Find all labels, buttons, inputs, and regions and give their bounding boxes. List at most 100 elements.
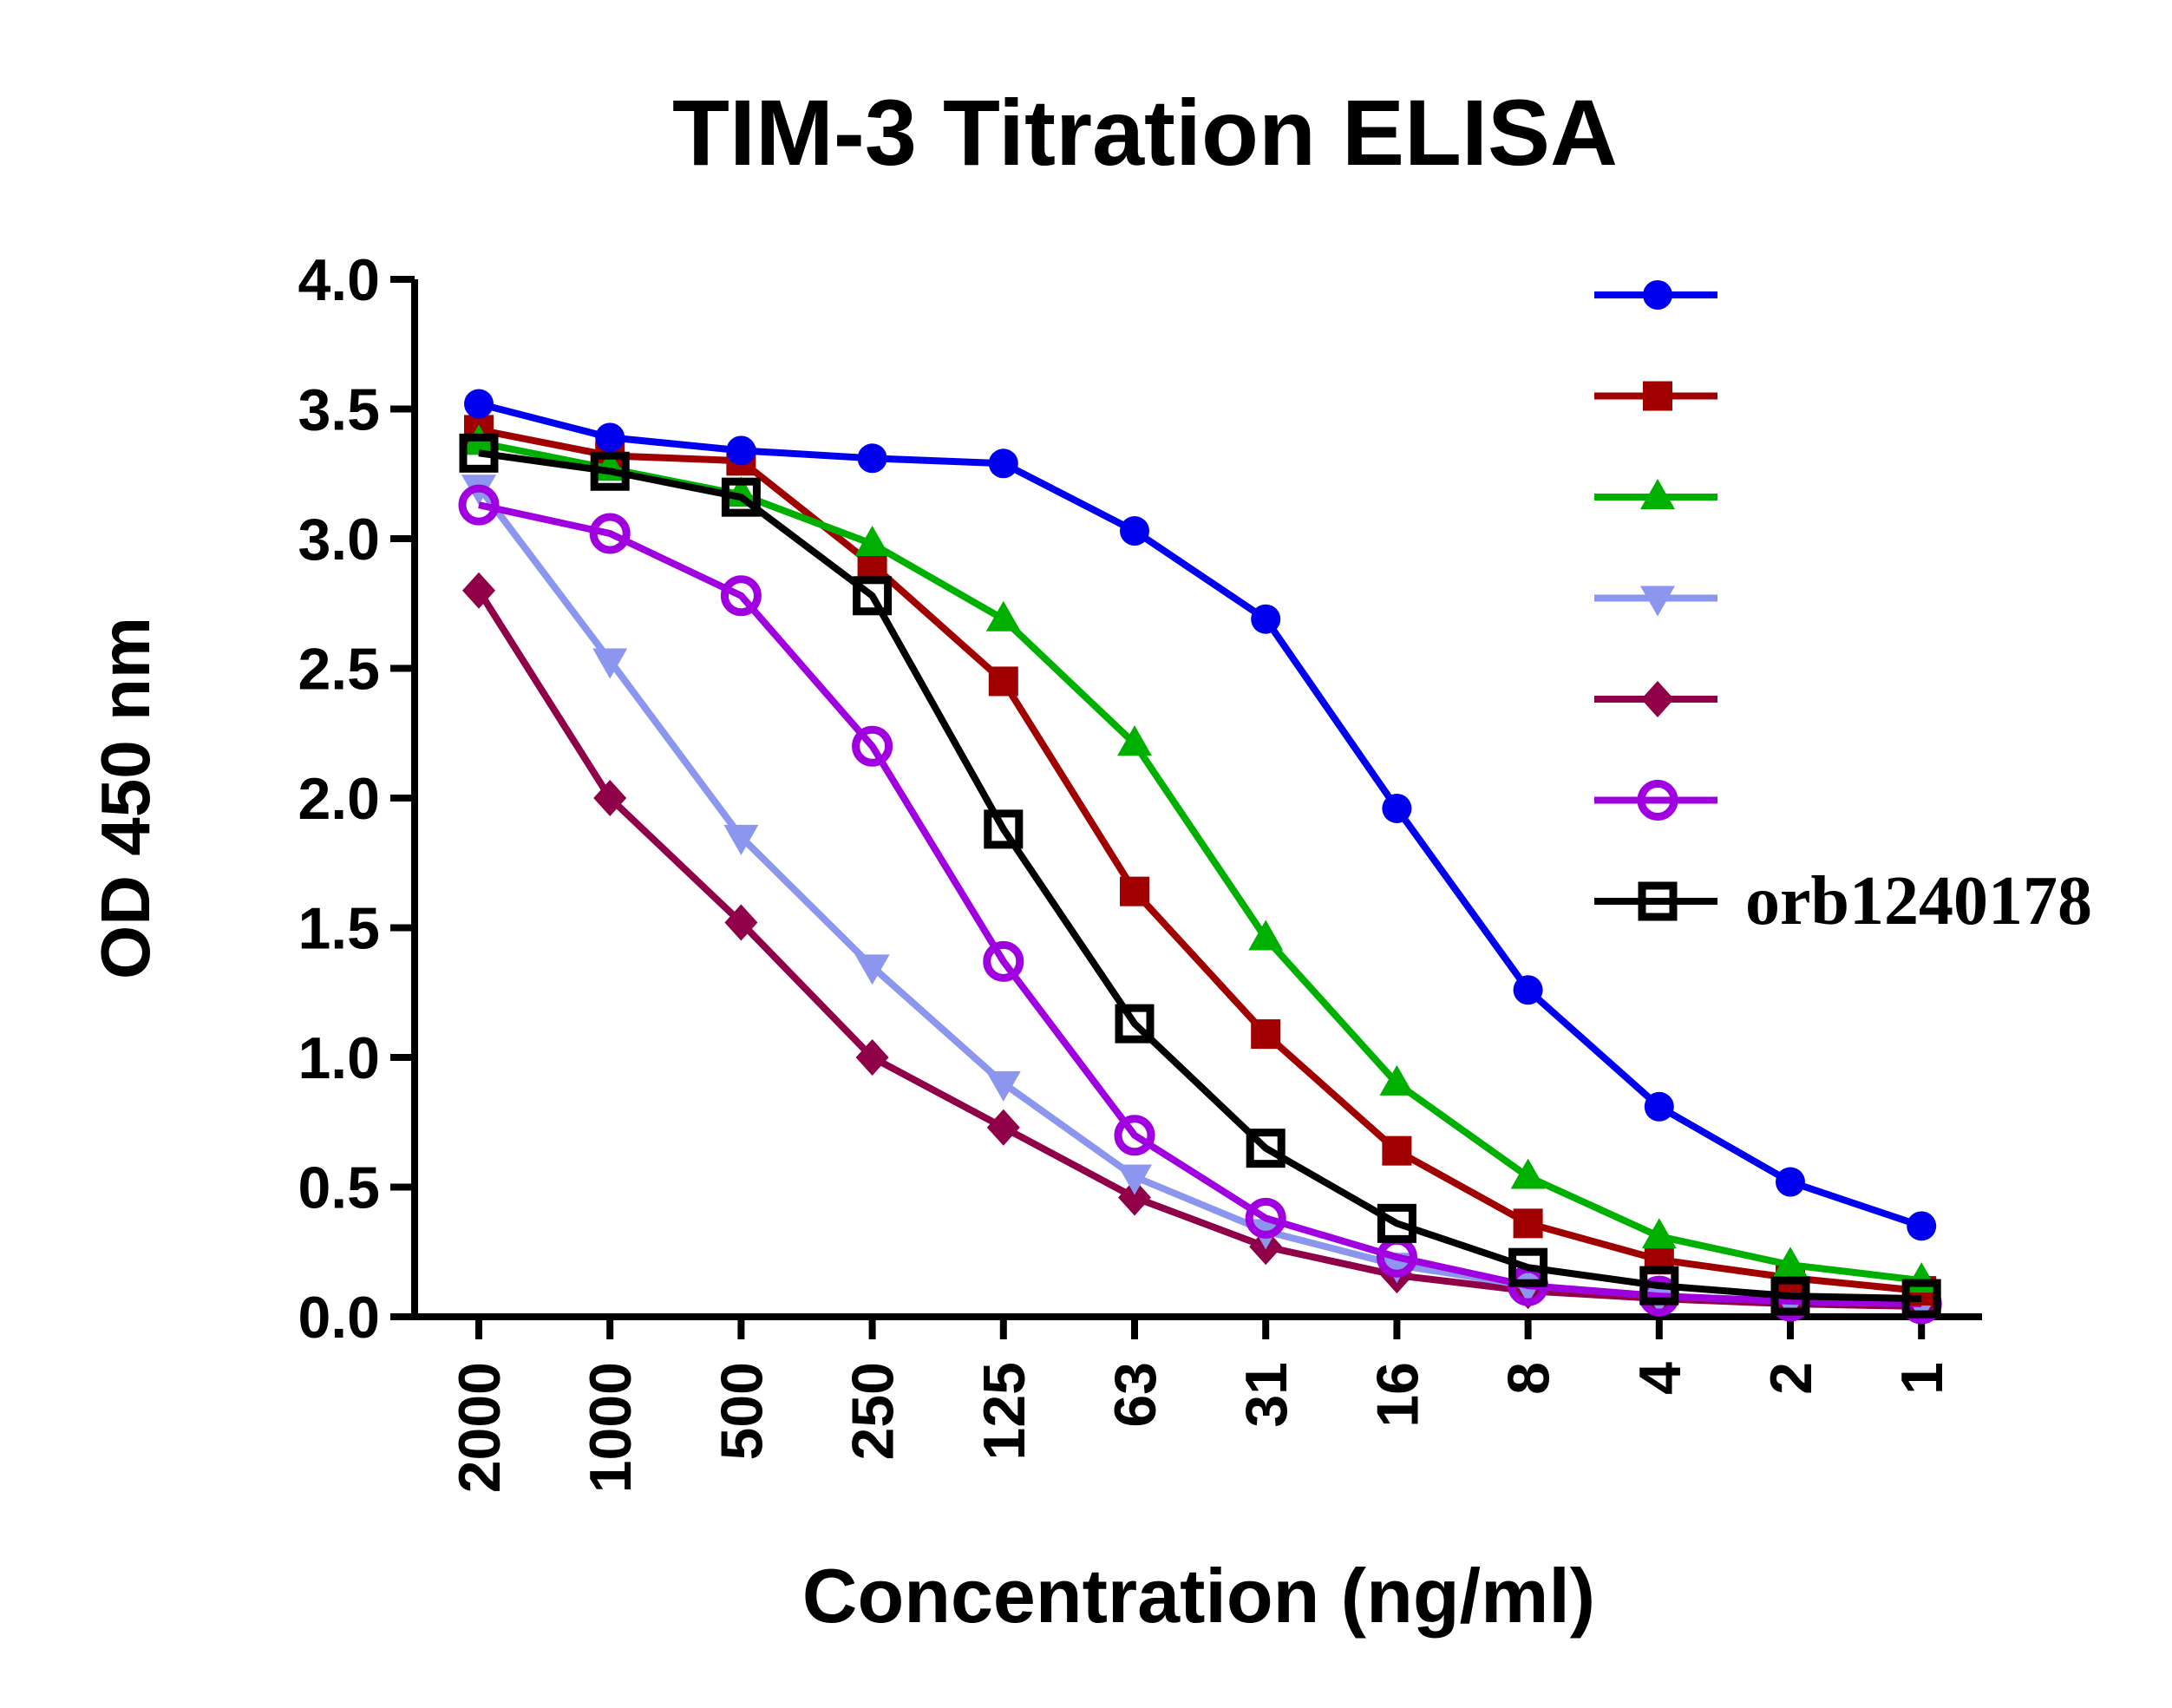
data-point [853, 576, 893, 616]
data-point [723, 476, 759, 507]
data-point [857, 443, 887, 474]
data-point [852, 725, 893, 767]
data-point [590, 451, 630, 491]
data-point [1510, 1158, 1546, 1189]
y-tick-label: 3.5 [298, 377, 380, 443]
y-tick-label: 0.0 [298, 1285, 380, 1351]
x-tick-label: 1 [1889, 1362, 1955, 1395]
x-tick-label: 250 [841, 1362, 906, 1460]
x-tick-label: 2000 [447, 1362, 513, 1493]
y-axis-label: OD 450 nm [87, 617, 164, 979]
data-point [1376, 1236, 1417, 1278]
data-point [1118, 1179, 1151, 1216]
data-point [1508, 1247, 1548, 1287]
y-tick-label: 3.0 [298, 507, 380, 573]
data-point [1513, 975, 1543, 1005]
data-point [855, 1039, 889, 1076]
data-point [985, 1070, 1021, 1102]
data-point [592, 648, 628, 679]
data-point [464, 389, 494, 419]
legend-marker [1641, 681, 1674, 717]
data-point [1251, 604, 1281, 634]
data-point [1644, 1091, 1674, 1122]
legend-marker [1637, 780, 1678, 821]
data-point [1248, 919, 1284, 951]
data-point [721, 477, 761, 517]
series-1 [464, 389, 1937, 1241]
data-point [1641, 1218, 1677, 1249]
data-point [462, 572, 495, 609]
data-point [726, 435, 756, 466]
data-point [988, 666, 1018, 697]
x-tick-label: 500 [709, 1362, 775, 1460]
data-point [589, 513, 631, 554]
x-tick-label: 8 [1496, 1362, 1562, 1395]
data-point [1120, 876, 1149, 906]
legend-entry-4 [1594, 586, 1717, 617]
legend-entry-6 [1594, 780, 1717, 821]
legend: orb1240178 [1594, 280, 2092, 939]
x-tick-label: 63 [1102, 1362, 1168, 1428]
series-line [478, 439, 1922, 1285]
series-line [475, 484, 1922, 1308]
data-point [723, 824, 759, 855]
y-tick-label: 2.5 [298, 637, 380, 703]
data-point [1377, 1203, 1416, 1243]
series-5 [462, 572, 1939, 1325]
x-axis-label: Concentration (ng/ml) [802, 1553, 1595, 1639]
data-point [985, 600, 1021, 632]
chart-title: TIM-3 Titration ELISA [672, 80, 1618, 185]
legend-marker [1640, 586, 1675, 617]
legend-marker [1643, 280, 1672, 310]
data-point [1251, 1019, 1281, 1050]
legend-entry-2 [1594, 381, 1717, 411]
data-point [595, 422, 625, 453]
series-line [478, 449, 1922, 1303]
y-tick-label: 0.5 [298, 1155, 380, 1221]
legend-entry-1 [1594, 280, 1717, 310]
legend-marker [1638, 881, 1678, 921]
legend-entry-3 [1594, 479, 1717, 509]
series-line [478, 501, 1922, 1308]
data-point [1901, 1279, 1941, 1319]
data-point [459, 433, 499, 473]
data-point [724, 904, 758, 941]
data-point [1117, 1164, 1152, 1195]
data-point [1776, 1167, 1805, 1197]
legend-label: orb1240178 [1745, 863, 2092, 939]
y-tick-label: 1.5 [298, 896, 380, 962]
data-point [1382, 1135, 1412, 1166]
x-tick-label: 16 [1364, 1362, 1430, 1428]
data-point [986, 1109, 1020, 1146]
legend-entry-7: orb1240178 [1594, 863, 2092, 939]
data-point [1245, 1197, 1286, 1239]
series-2 [464, 415, 1937, 1306]
x-tick-label: 2 [1758, 1362, 1824, 1395]
data-point [1120, 516, 1149, 546]
data-point [1246, 1129, 1286, 1168]
data-point [720, 575, 762, 617]
series-7 [459, 433, 1941, 1319]
series-group [458, 389, 1942, 1325]
x-tick-label: 125 [972, 1362, 1037, 1460]
data-point [984, 809, 1024, 849]
data-point [1115, 1004, 1155, 1044]
data-point [1117, 725, 1152, 756]
data-point [854, 525, 890, 556]
y-tick-label: 2.0 [298, 766, 380, 832]
y-tick-label: 1.0 [298, 1025, 380, 1091]
data-point [1382, 793, 1412, 823]
axes: 0.0 0.5 1.0 1.5 2.0 2.5 3.0 3.5 4.0 2000 1000 500 25… [298, 247, 1982, 1493]
x-tick-label: 4 [1627, 1362, 1693, 1395]
x-tick-label: 31 [1233, 1362, 1299, 1428]
data-point [1114, 1115, 1155, 1156]
data-point [983, 940, 1024, 982]
data-point [1770, 1276, 1810, 1316]
series-line [478, 426, 1922, 1295]
legend-marker [1640, 479, 1675, 509]
x-tick-label: 1000 [578, 1362, 644, 1493]
data-point [854, 954, 890, 985]
data-point [1907, 1211, 1937, 1241]
